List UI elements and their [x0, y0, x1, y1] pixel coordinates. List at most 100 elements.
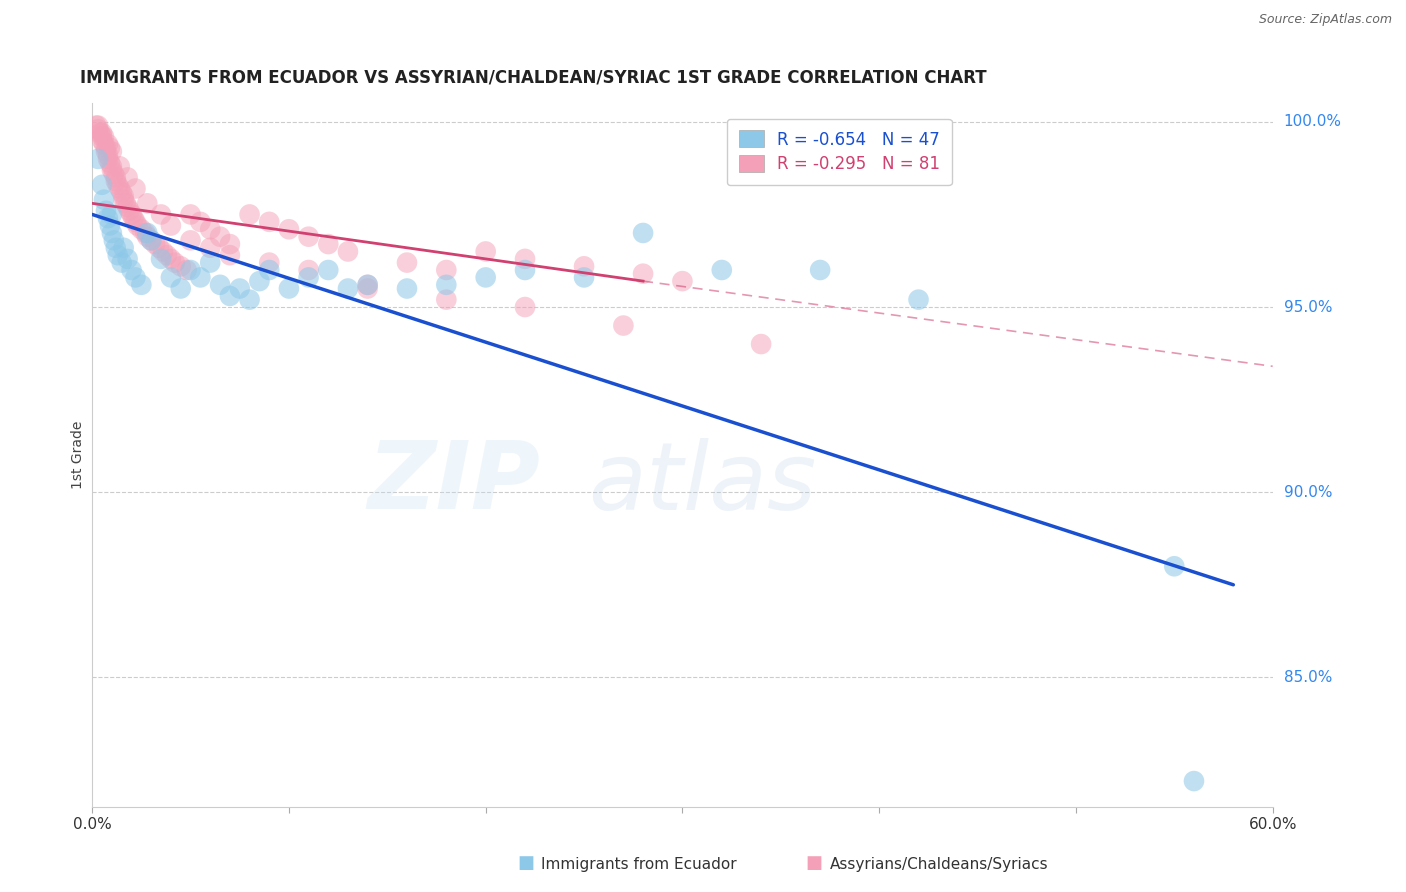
Point	[229, 281, 252, 295]
Point	[200, 222, 222, 236]
Point	[259, 255, 281, 269]
Point	[97, 137, 120, 152]
Point	[127, 219, 149, 233]
Point	[160, 252, 183, 266]
Point	[180, 207, 202, 221]
Point	[190, 270, 212, 285]
Point	[474, 270, 496, 285]
Point	[631, 226, 654, 240]
Text: ■: ■	[806, 855, 823, 872]
Point	[118, 203, 141, 218]
Point	[297, 229, 319, 244]
Point	[631, 267, 654, 281]
Point	[356, 277, 378, 292]
Point	[219, 248, 242, 262]
Point	[124, 270, 146, 285]
Text: 90.0%: 90.0%	[1284, 484, 1333, 500]
Point	[219, 237, 242, 252]
Point	[91, 126, 114, 140]
Point	[808, 263, 831, 277]
Point	[150, 207, 173, 221]
Point	[101, 163, 124, 178]
Point	[104, 170, 127, 185]
Point	[612, 318, 634, 333]
Point	[710, 263, 733, 277]
Point	[180, 263, 202, 277]
Point	[152, 244, 174, 259]
Point	[513, 300, 536, 314]
Point	[316, 263, 339, 277]
Point	[180, 233, 202, 247]
Point	[87, 122, 110, 136]
Point	[112, 189, 135, 203]
Point	[336, 281, 359, 295]
Point	[104, 241, 127, 255]
Point	[93, 137, 115, 152]
Point	[111, 186, 134, 200]
Point	[112, 241, 135, 255]
Point	[87, 152, 110, 166]
Point	[107, 178, 129, 192]
Point	[97, 152, 120, 166]
Text: Immigrants from Ecuador: Immigrants from Ecuador	[541, 857, 737, 872]
Point	[101, 159, 124, 173]
Point	[170, 260, 193, 274]
Point	[89, 126, 111, 140]
Point	[907, 293, 929, 307]
Point	[98, 155, 121, 169]
Point	[136, 196, 159, 211]
Point	[101, 226, 124, 240]
Text: 95.0%: 95.0%	[1284, 300, 1333, 315]
Legend: R = -0.654   N = 47, R = -0.295   N = 81: R = -0.654 N = 47, R = -0.295 N = 81	[727, 119, 952, 185]
Point	[749, 337, 772, 351]
Point	[93, 193, 115, 207]
Point	[131, 222, 153, 236]
Point	[107, 248, 129, 262]
Point	[131, 277, 153, 292]
Point	[336, 244, 359, 259]
Point	[209, 229, 232, 244]
Text: atlas: atlas	[588, 438, 817, 529]
Point	[117, 200, 139, 214]
Point	[572, 260, 595, 274]
Point	[513, 252, 536, 266]
Point	[117, 170, 139, 185]
Point	[200, 255, 222, 269]
Point	[94, 145, 117, 159]
Point	[94, 203, 117, 218]
Point	[94, 141, 117, 155]
Point	[1182, 774, 1205, 789]
Point	[98, 141, 121, 155]
Point	[513, 263, 536, 277]
Point	[91, 178, 114, 192]
Point	[124, 215, 146, 229]
Point	[170, 281, 193, 295]
Y-axis label: 1st Grade: 1st Grade	[72, 421, 86, 490]
Text: ■: ■	[517, 855, 534, 872]
Point	[114, 196, 136, 211]
Point	[239, 293, 262, 307]
Point	[278, 281, 301, 295]
Point	[93, 129, 115, 144]
Point	[249, 274, 271, 288]
Point	[239, 207, 262, 221]
Point	[356, 277, 378, 292]
Point	[160, 219, 183, 233]
Point	[143, 237, 166, 252]
Point	[84, 119, 107, 133]
Point	[297, 270, 319, 285]
Point	[297, 263, 319, 277]
Point	[141, 233, 163, 247]
Point	[190, 215, 212, 229]
Point	[121, 207, 143, 221]
Point	[87, 119, 110, 133]
Point	[134, 226, 156, 240]
Text: Source: ZipAtlas.com: Source: ZipAtlas.com	[1258, 13, 1392, 27]
Point	[136, 229, 159, 244]
Text: IMMIGRANTS FROM ECUADOR VS ASSYRIAN/CHALDEAN/SYRIAC 1ST GRADE CORRELATION CHART: IMMIGRANTS FROM ECUADOR VS ASSYRIAN/CHAL…	[80, 69, 987, 87]
Point	[103, 167, 125, 181]
Point	[434, 277, 457, 292]
Point	[395, 255, 418, 269]
Point	[395, 281, 418, 295]
Point	[141, 233, 163, 247]
